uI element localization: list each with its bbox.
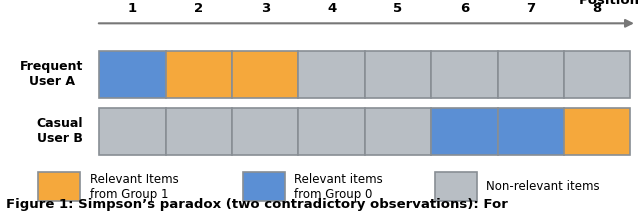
Bar — [365, 108, 431, 155]
Text: Casual
User B: Casual User B — [36, 117, 83, 145]
Bar — [365, 51, 431, 98]
Bar — [232, 51, 298, 98]
Bar — [431, 108, 498, 155]
Text: 7: 7 — [526, 2, 536, 15]
Text: Non-relevant items: Non-relevant items — [486, 180, 600, 193]
Text: 4: 4 — [327, 2, 336, 15]
Bar — [99, 108, 166, 155]
Text: Relevant items
from Group 0: Relevant items from Group 0 — [294, 173, 383, 201]
Bar — [564, 51, 630, 98]
Bar — [298, 51, 365, 98]
Bar — [435, 172, 477, 201]
Bar — [431, 51, 498, 98]
Bar — [564, 108, 630, 155]
Text: Figure 1: Simpson’s paradox (two contradictory observations): For: Figure 1: Simpson’s paradox (two contrad… — [6, 198, 508, 211]
Text: Position: Position — [579, 0, 640, 7]
Bar — [166, 51, 232, 98]
Text: 6: 6 — [460, 2, 469, 15]
Bar — [232, 108, 298, 155]
Bar — [498, 51, 564, 98]
Bar — [298, 108, 365, 155]
Text: Frequent
User A: Frequent User A — [20, 60, 83, 88]
Bar — [38, 172, 80, 201]
Bar — [99, 51, 166, 98]
Text: 3: 3 — [260, 2, 270, 15]
Bar — [166, 108, 232, 155]
Text: 8: 8 — [593, 2, 602, 15]
Text: 1: 1 — [128, 2, 137, 15]
Bar — [243, 172, 285, 201]
Text: 2: 2 — [194, 2, 204, 15]
Text: Relevant Items
from Group 1: Relevant Items from Group 1 — [90, 173, 179, 201]
Bar — [498, 108, 564, 155]
Text: 5: 5 — [394, 2, 403, 15]
